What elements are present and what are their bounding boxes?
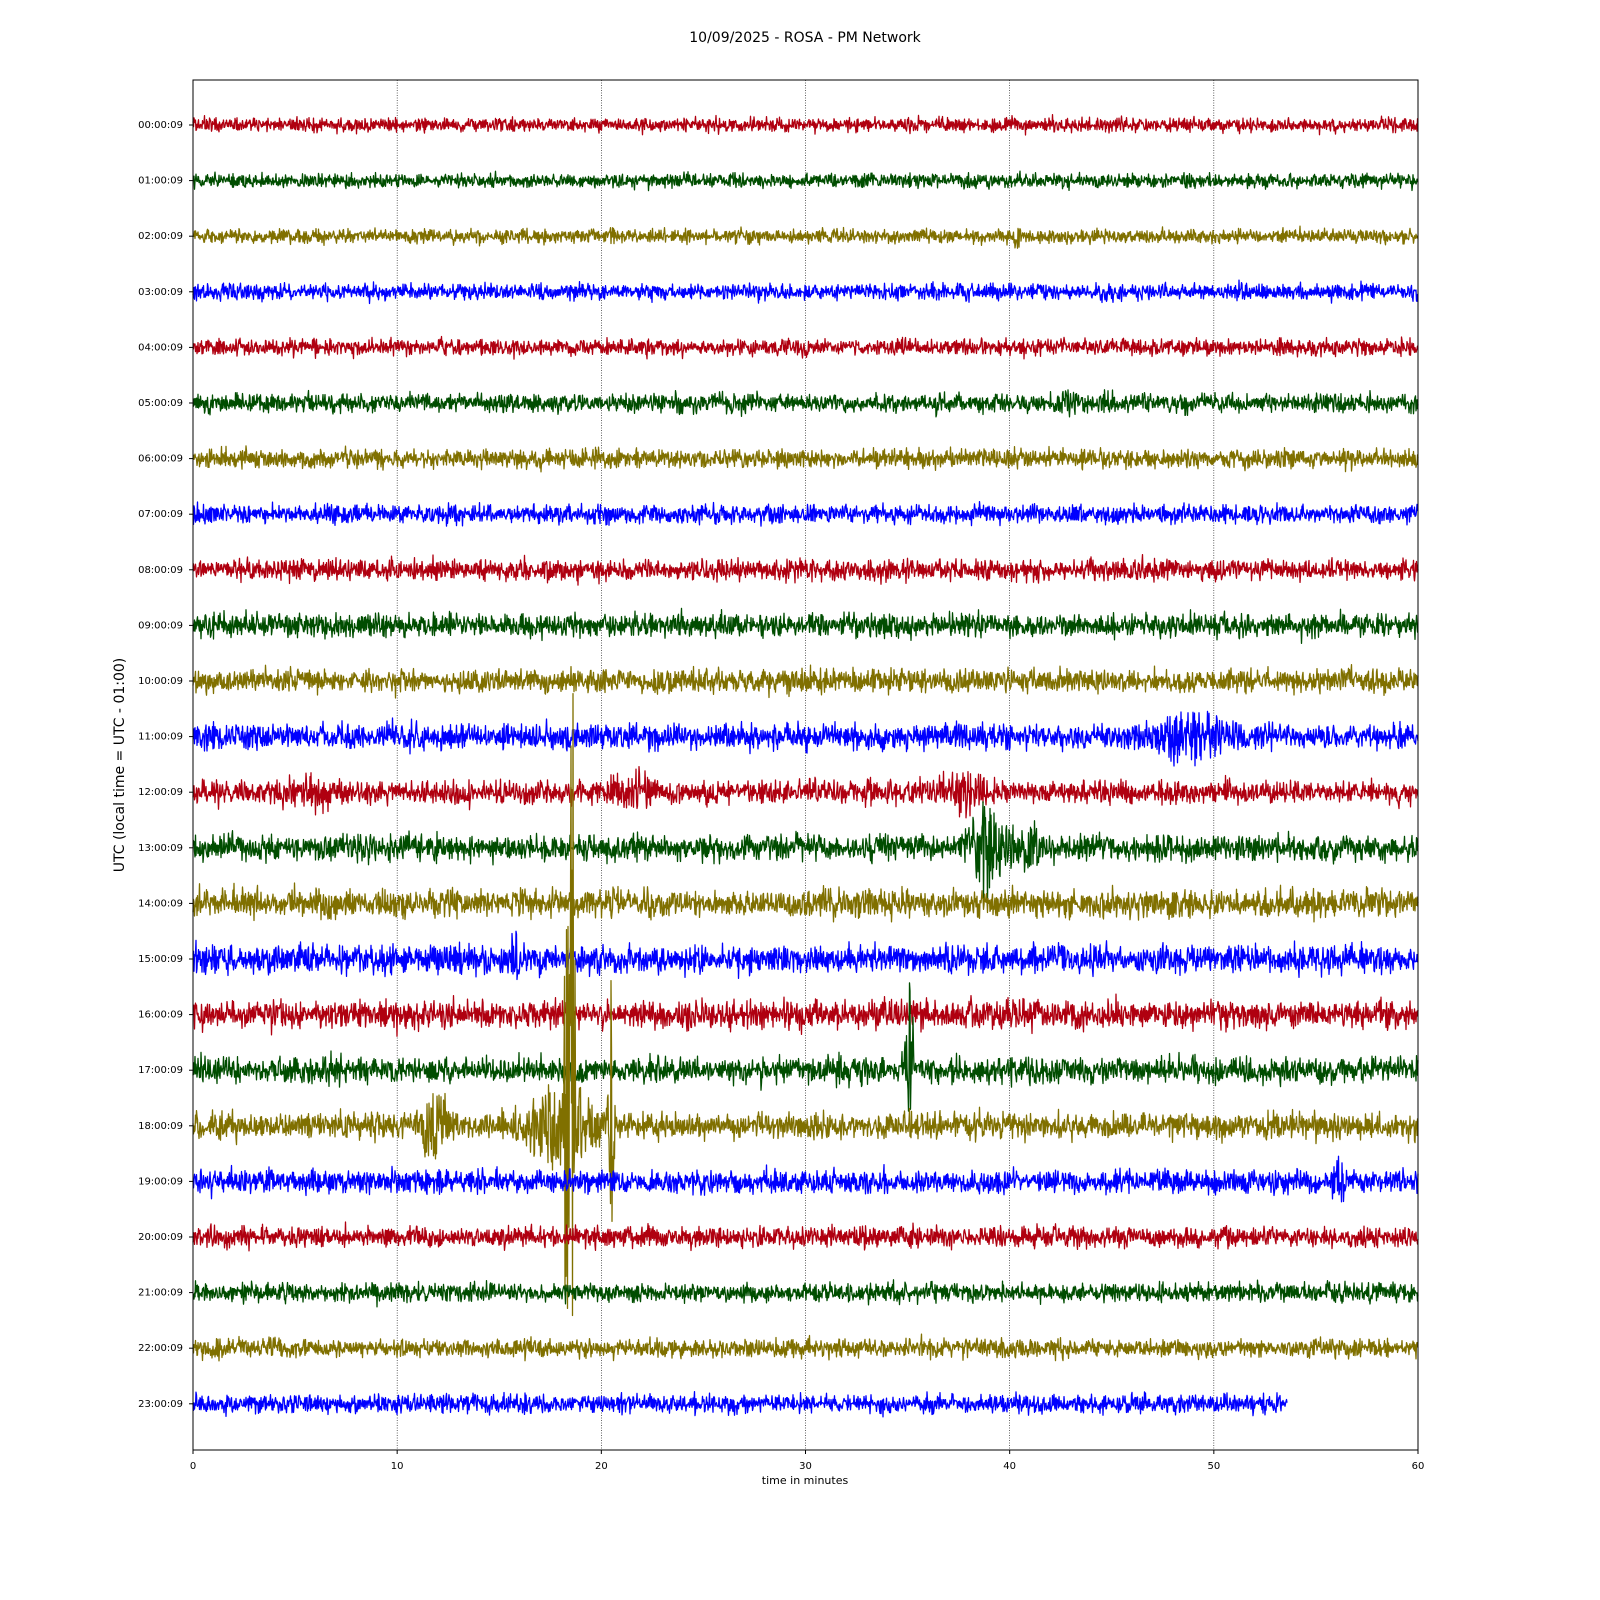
- trace: [192, 389, 1419, 418]
- trace: [192, 1333, 1419, 1362]
- x-axis-label: time in minutes: [762, 1474, 849, 1487]
- x-tick-label: 0: [190, 1461, 196, 1472]
- trace: [192, 279, 1419, 305]
- y-tick-label: 20:00:09: [138, 1232, 183, 1243]
- trace: [192, 445, 1419, 473]
- y-tick-label: 07:00:09: [138, 509, 183, 520]
- x-tick-label: 60: [1412, 1461, 1425, 1472]
- trace: [192, 1391, 1288, 1418]
- y-tick-label: 17:00:09: [138, 1065, 183, 1076]
- y-tick-label: 10:00:09: [138, 676, 183, 687]
- y-tick-label: 00:00:09: [138, 120, 183, 131]
- grid: [396, 80, 1215, 1450]
- x-tick-label: 40: [1003, 1461, 1016, 1472]
- trace: [192, 930, 1419, 981]
- y-tick-label: 15:00:09: [138, 954, 183, 965]
- y-tick-label: 08:00:09: [138, 565, 183, 576]
- x-tick-label: 50: [1207, 1461, 1220, 1472]
- y-tick-label: 02:00:09: [138, 231, 183, 242]
- trace: [192, 692, 1419, 1317]
- trace: [192, 765, 1419, 819]
- y-tick-label: 22:00:09: [138, 1343, 183, 1354]
- y-tick-label: 03:00:09: [138, 287, 183, 298]
- y-tick-label: 01:00:09: [138, 176, 183, 187]
- trace: [192, 1279, 1419, 1308]
- y-tick-label: 19:00:09: [138, 1176, 183, 1187]
- trace: [192, 500, 1419, 527]
- y-tick-label: 06:00:09: [138, 454, 183, 465]
- trace: [192, 663, 1419, 699]
- trace: [192, 1155, 1419, 1203]
- y-tick-label: 13:00:09: [138, 843, 183, 854]
- trace: [192, 993, 1419, 1037]
- y-tick-label: 14:00:09: [138, 898, 183, 909]
- trace: [192, 170, 1419, 192]
- trace: [192, 1221, 1419, 1252]
- trace: [192, 553, 1419, 586]
- x-tick-label: 20: [595, 1461, 608, 1472]
- y-tick-label: 04:00:09: [138, 342, 183, 353]
- trace: [192, 607, 1419, 644]
- x-tick-label: 10: [391, 1461, 404, 1472]
- traces: [192, 113, 1419, 1418]
- y-axis-label: UTC (local time = UTC - 01:00): [112, 658, 128, 873]
- trace: [192, 801, 1419, 906]
- y-tick-label: 12:00:09: [138, 787, 183, 798]
- trace: [192, 113, 1419, 136]
- y-tick-label: 09:00:09: [138, 620, 183, 631]
- trace: [192, 882, 1419, 923]
- y-tick-label: 11:00:09: [138, 732, 183, 743]
- trace: [192, 982, 1419, 1112]
- trace: [192, 335, 1419, 360]
- y-tick-label: 23:00:09: [138, 1399, 183, 1410]
- y-tick-label: 18:00:09: [138, 1121, 183, 1132]
- y-tick-label: 05:00:09: [138, 398, 183, 409]
- y-tick-label: 21:00:09: [138, 1288, 183, 1299]
- trace: [192, 710, 1419, 767]
- y-tick-label: 16:00:09: [138, 1010, 183, 1021]
- chart-title: 10/09/2025 - ROSA - PM Network: [689, 30, 921, 46]
- x-tick-label: 30: [799, 1461, 812, 1472]
- trace: [192, 225, 1419, 249]
